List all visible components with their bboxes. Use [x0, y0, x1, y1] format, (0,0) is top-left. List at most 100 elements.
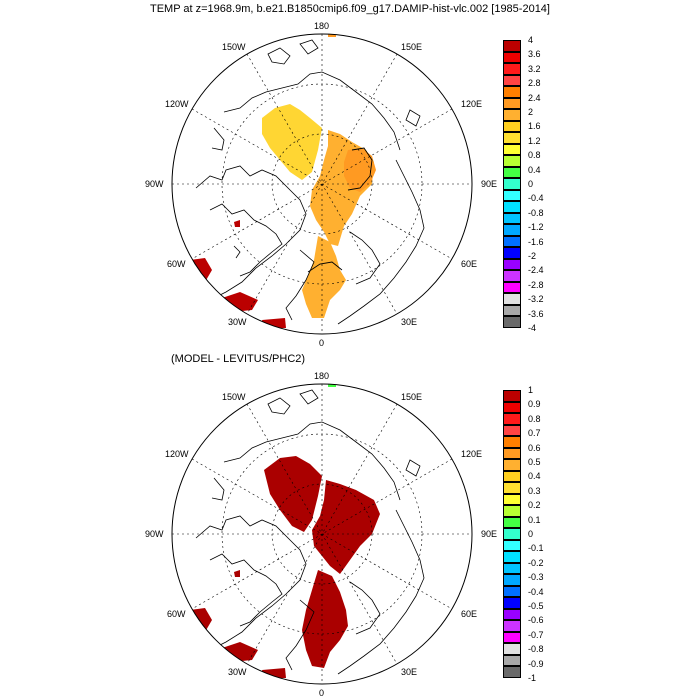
colorbar-label: -0.4	[528, 586, 544, 597]
colorbar-label: -0.8	[528, 207, 544, 218]
colorbar-label: 3.2	[528, 63, 541, 74]
colorbar-label: 0.4	[528, 471, 541, 482]
colorbar-swatch	[503, 189, 521, 202]
colorbar-swatch	[503, 390, 521, 402]
colorbar-label: 0.9	[528, 399, 541, 410]
colorbar-swatch	[503, 74, 521, 87]
colorbar-label: 2.8	[528, 78, 541, 89]
colorbar-swatch	[503, 436, 521, 448]
lon-label-30e: 30E	[401, 667, 418, 677]
colorbar-swatch	[503, 505, 521, 517]
colorbar-swatch	[503, 304, 521, 317]
colorbar-label: -2.4	[528, 265, 544, 276]
colorbar-swatch	[503, 574, 521, 586]
lon-label-60e: 60E	[461, 609, 478, 619]
lon-label-60w: 60W	[167, 609, 186, 619]
lon-label-30w: 30W	[228, 317, 247, 327]
coastlines	[195, 39, 425, 325]
colorbar-swatch	[503, 447, 521, 460]
graticule-bottom	[172, 384, 472, 684]
lon-label-30w: 30W	[228, 667, 247, 677]
colorbar-swatch	[503, 482, 521, 494]
coastlines-bottom	[195, 389, 425, 675]
colorbar-label: 1.6	[528, 121, 541, 132]
anomaly-region-dark-red-5	[222, 642, 258, 662]
colorbar-label: 0	[528, 179, 534, 189]
anomaly-region-orange-south	[302, 236, 346, 318]
colorbar-swatch	[503, 470, 521, 483]
lon-label-180: 180	[314, 21, 330, 31]
lon-label-120w: 120W	[165, 99, 189, 109]
colorbar-swatch	[503, 459, 521, 471]
colorbar-label: 0.2	[528, 500, 541, 511]
anomaly-region-red-sw2	[222, 292, 258, 312]
colorbar-swatch	[503, 270, 521, 282]
colorbar-swatch	[503, 63, 521, 75]
colorbar-label: -2.8	[528, 279, 544, 290]
colorbar-swatch	[503, 120, 521, 133]
anomaly-region-red-sw4	[234, 220, 240, 227]
colorbar-label: 1.2	[528, 135, 541, 146]
colorbar-swatch	[503, 413, 521, 425]
colorbar-swatch	[503, 281, 521, 294]
colorbar-label: -0.3	[528, 572, 544, 583]
colorbar-swatch	[503, 562, 521, 575]
colorbar-label: -0.7	[528, 629, 544, 640]
contour-line-2	[307, 261, 343, 273]
colorbar-swatch	[503, 109, 521, 121]
colorbar-label: 1	[528, 385, 534, 395]
colorbar-swatch	[503, 212, 521, 225]
colorbar-swatch	[503, 143, 521, 156]
colorbar-label: -0.5	[528, 601, 544, 611]
colorbar-swatch	[503, 224, 521, 236]
colorbar-label: -0.1	[528, 543, 544, 554]
colorbar-swatch	[503, 424, 521, 437]
colorbar-label: 0.8	[528, 413, 541, 424]
colorbar-label: 2.4	[528, 92, 541, 103]
colorbar-swatch	[503, 97, 521, 110]
colorbar-label: 3.6	[528, 49, 541, 60]
colorbar-swatch	[503, 585, 521, 598]
colorbar-label: 0.5	[528, 457, 541, 467]
colorbar-swatch	[503, 247, 521, 259]
map-boundary-top	[171, 33, 473, 335]
colorbar-label: -0.2	[528, 557, 544, 568]
colorbar-label: -4	[528, 323, 537, 333]
colorbar-label: 0	[528, 529, 534, 539]
colorbar-swatch	[503, 132, 521, 144]
colorbar-label: -1.2	[528, 222, 544, 233]
colorbar-swatch	[503, 86, 521, 98]
colorbar-swatch	[503, 620, 521, 632]
colorbar-swatch	[503, 40, 521, 52]
colorbar-swatch	[503, 551, 521, 563]
panel-subtitle: (MODEL - LEVITUS/PHC2)	[171, 353, 306, 365]
colorbar-swatch	[503, 178, 521, 190]
lon-label-60e: 60E	[461, 259, 478, 269]
lon-label-120e: 120E	[461, 99, 483, 109]
anomaly-region-dark-red-7	[234, 570, 240, 577]
colorbar-label: 0.4	[528, 164, 541, 175]
lon-label-180: 180	[314, 371, 330, 381]
colorbar-swatch	[503, 201, 521, 213]
map-boundary-bottom	[171, 383, 473, 685]
colorbar-label: -3.2	[528, 294, 544, 305]
lon-label-150e: 150E	[401, 42, 423, 52]
graticule-top	[172, 34, 472, 334]
anomaly-region-yellow	[262, 104, 322, 180]
colorbar-label: -1.6	[528, 236, 544, 247]
colorbar-swatch	[503, 631, 521, 644]
lon-label-30e: 30E	[401, 317, 418, 327]
colorbar-label: 0.8	[528, 150, 541, 161]
colorbar-swatch	[503, 643, 521, 655]
colorbar-label: -3.6	[528, 308, 544, 319]
lon-label-150w: 150W	[222, 392, 246, 402]
colorbar-label: 0.6	[528, 442, 541, 453]
colorbar-swatch	[503, 597, 521, 609]
anomaly-region-dark-red-1	[264, 456, 322, 532]
contour-line	[347, 147, 373, 191]
lon-label-150w: 150W	[222, 42, 246, 52]
lon-label-150e: 150E	[401, 392, 423, 402]
colorbar-label: -0.6	[528, 615, 544, 626]
lon-label-90e: 90E	[481, 529, 498, 539]
lon-label-0: 0	[319, 338, 325, 348]
